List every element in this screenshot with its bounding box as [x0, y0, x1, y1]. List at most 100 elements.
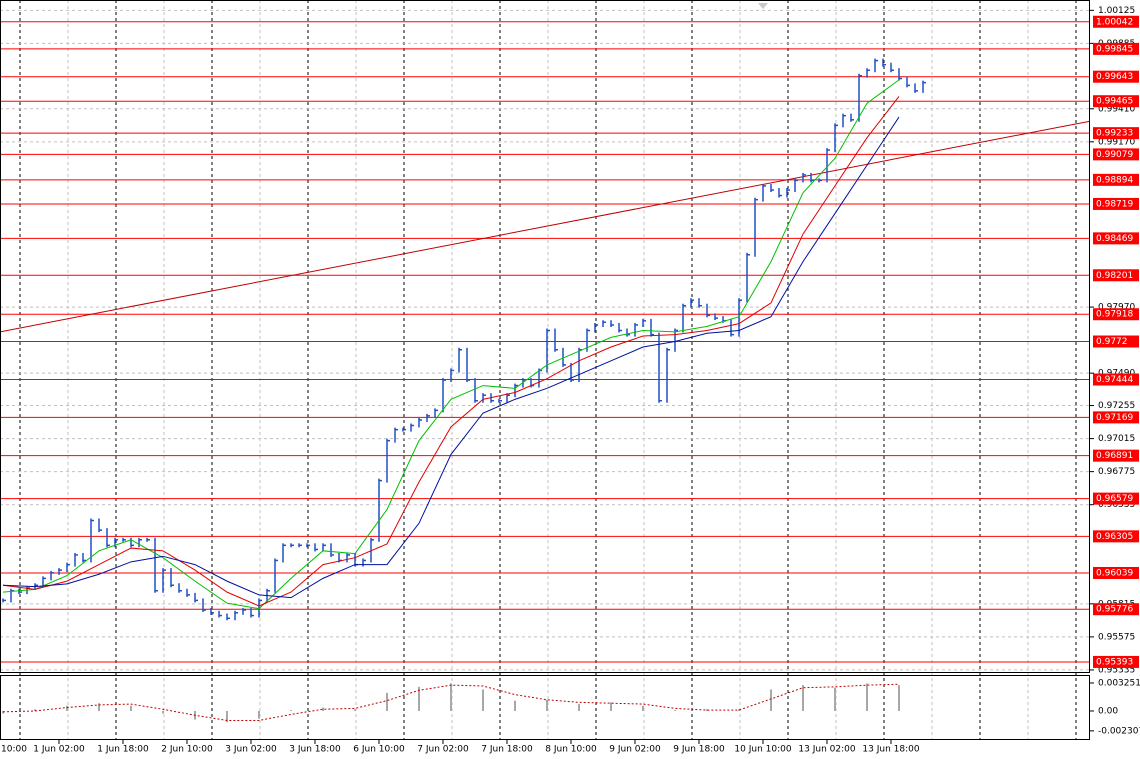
x-tick-label: 6 Jun 10:00 [353, 745, 405, 755]
level-label: 0.96579 [1096, 494, 1133, 504]
level-label-box [1093, 655, 1139, 668]
price-bar [394, 427, 398, 443]
price-bar [706, 303, 710, 318]
level-label: 0.99465 [1096, 97, 1133, 107]
price-bar [898, 68, 902, 81]
level-label: 0.99643 [1096, 72, 1133, 82]
price-bar [730, 318, 734, 337]
price-bar [450, 368, 454, 383]
x-tick-label: 7 Jun 02:00 [417, 745, 469, 755]
price-bar [618, 322, 622, 333]
price-bar [426, 413, 430, 422]
y-tick-label: 0.96535 [1098, 500, 1135, 510]
histogram-bar [258, 710, 260, 719]
price-bar [434, 408, 438, 418]
signal-line [2, 683, 900, 721]
x-tick-label: 9 Jun 18:00 [673, 745, 725, 755]
y-tick-label: 1.00125 [1098, 6, 1135, 16]
price-bar [922, 80, 926, 93]
price-bar [906, 76, 910, 88]
level-label: 0.95393 [1096, 657, 1133, 667]
y-tick-label: 0.95335 [1098, 665, 1135, 675]
price-bar [506, 393, 510, 403]
level-label: 0.96039 [1096, 568, 1133, 578]
histogram-bar [354, 709, 356, 711]
price-bar [378, 478, 382, 542]
price-bar [682, 303, 686, 333]
price-bar [162, 568, 166, 593]
level-label-box [1093, 173, 1139, 186]
level-label-box [1093, 308, 1139, 321]
x-tick-label: 13 Jun 02:00 [798, 745, 855, 755]
price-pane [0, 21, 1090, 663]
price-bar [18, 588, 22, 595]
histogram-bar [770, 689, 772, 711]
histogram-bar [418, 686, 420, 711]
price-bar [794, 178, 798, 193]
histogram-bar [450, 683, 452, 711]
y-tick-label: 0.96775 [1098, 467, 1135, 477]
histogram-bar [642, 705, 644, 711]
x-tick-label: 2 Jun 10:00 [161, 745, 213, 755]
price-bar [250, 608, 254, 618]
level-label-box [1093, 492, 1139, 505]
histogram-bar [802, 685, 804, 711]
price-bar [850, 113, 854, 122]
x-tick-label: 13 Jun 18:00 [862, 745, 919, 755]
price-bar [2, 598, 6, 603]
price-bar [642, 318, 646, 327]
price-bar [106, 528, 110, 548]
osc-y-tick-label: -0.002307 [1098, 726, 1140, 736]
y-tick-label: 0.97015 [1098, 434, 1135, 444]
price-bar [74, 552, 78, 567]
level-label: 0.99845 [1096, 44, 1133, 54]
x-tick-label: 7 Jun 18:00 [481, 745, 533, 755]
price-bar [258, 598, 262, 618]
level-label-box [1093, 148, 1139, 161]
price-bar [146, 537, 150, 542]
oscillator-pane [2, 683, 900, 723]
level-label: 0.98719 [1096, 199, 1133, 209]
histogram-bar [706, 709, 708, 711]
price-bar [330, 543, 334, 557]
histogram-bar [834, 687, 836, 711]
price-bar [122, 537, 126, 542]
price-bar [210, 608, 214, 615]
price-bar [370, 537, 374, 563]
price-bar [410, 423, 414, 432]
histogram-bar [898, 685, 900, 711]
level-label-box [1093, 269, 1139, 282]
histogram-bar [514, 700, 516, 711]
histogram-bar [610, 702, 612, 711]
price-bar [874, 58, 878, 73]
osc-y-tick-label: 0.003251 [1098, 678, 1140, 688]
price-bar [754, 197, 758, 257]
price-bar [466, 347, 470, 383]
price-bar [202, 598, 206, 613]
x-tick-label: 3 Jun 18:00 [289, 745, 341, 755]
y-tick-label: 0.95575 [1098, 632, 1135, 642]
level-label-box [1093, 42, 1139, 55]
level-label: 0.99233 [1096, 129, 1133, 139]
grid [0, 0, 1090, 740]
x-tick-label: 1 Jun 18:00 [97, 745, 149, 755]
price-bar [298, 543, 302, 548]
level-label-box [1093, 566, 1139, 579]
histogram-bar [738, 709, 740, 711]
axes: 1.001250.998850.994100.991700.979700.974… [1, 6, 1140, 755]
price-bar [314, 543, 318, 552]
level-label-box [1093, 232, 1139, 245]
histogram-bar [578, 704, 580, 711]
x-tick-label: 3 Jun 02:00 [225, 745, 277, 755]
level-label-box [1093, 530, 1139, 543]
price-bar [282, 543, 286, 563]
price-bar [674, 328, 678, 352]
price-bar [442, 378, 446, 413]
level-label: 0.97444 [1096, 375, 1133, 385]
price-bar [650, 318, 654, 337]
moving-average [2, 79, 900, 610]
level-label: 0.96891 [1096, 451, 1133, 461]
price-bar [810, 172, 814, 183]
histogram-bar [98, 703, 100, 711]
x-tick-label: 10 Jun 10:00 [734, 745, 791, 755]
